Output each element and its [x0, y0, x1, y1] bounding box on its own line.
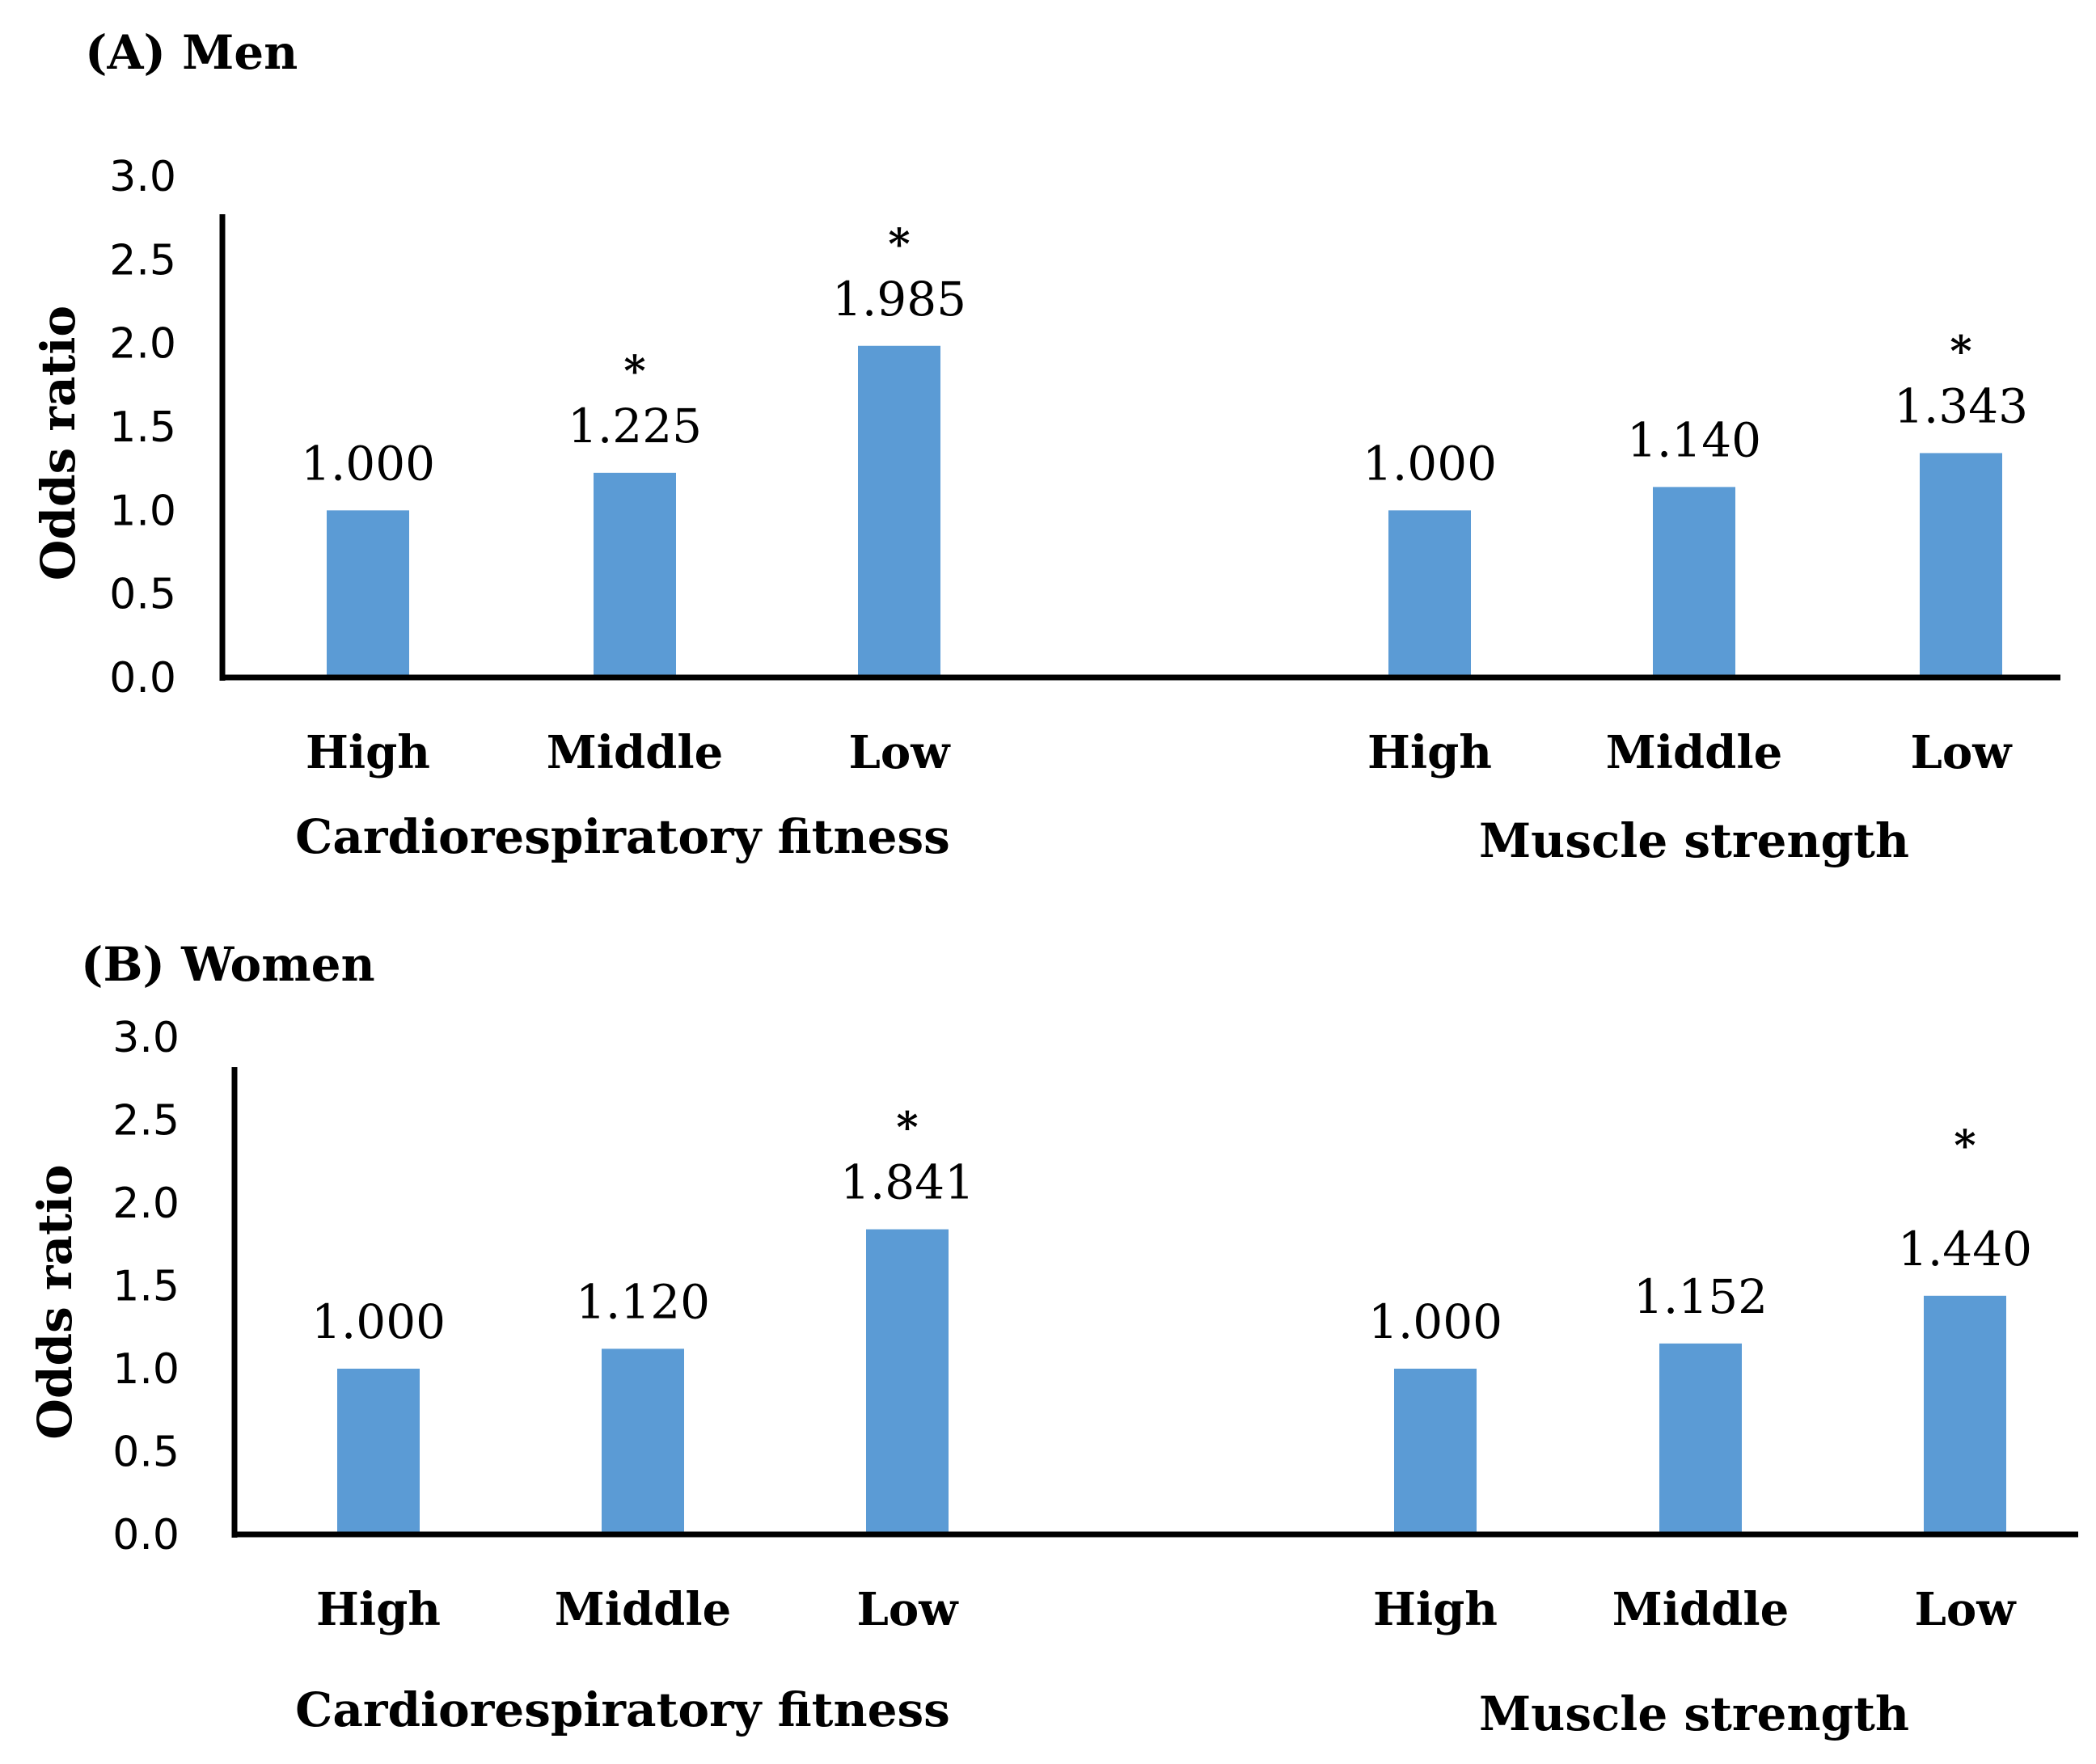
- panel-women: (B) Women 0.0 0.5 1.0 1.5 2.0 2.5 3.0 Odds ratio…: [27, 937, 2078, 1741]
- x-group-label: Cardiorespiratory fitness: [295, 1682, 950, 1737]
- x-category-label: Middle: [1612, 1583, 1789, 1636]
- y-tick-label: 2.5: [109, 236, 176, 285]
- y-tick-label: 2.5: [112, 1097, 180, 1146]
- y-tick-label: 1.5: [112, 1263, 180, 1311]
- bar-value-label: 1.000: [311, 1294, 446, 1349]
- x-category-label: Low: [1911, 726, 2014, 779]
- x-group-label: Muscle strength: [1479, 1686, 1909, 1741]
- y-tick-label: 0.0: [112, 1511, 180, 1559]
- bar-value-label: 1.440: [1898, 1222, 2032, 1277]
- x-category-label: High: [306, 726, 430, 779]
- x-group-label: Cardiorespiratory fitness: [295, 809, 950, 864]
- panel-men: (A) Men 0.0 0.5 1.0 1.5 2.0 2.5 3.0 Odds ratio 1.…: [31, 25, 2060, 868]
- y-tick-label: 2.0: [112, 1180, 180, 1228]
- x-category-label: Middle: [1606, 726, 1782, 779]
- y-tick-label: 1.5: [109, 403, 176, 452]
- bar: [327, 510, 409, 677]
- bar: [1659, 1343, 1742, 1534]
- bar-value-label: 1.985: [832, 272, 966, 327]
- y-tick-label: 1.0: [109, 487, 176, 535]
- bar: [594, 472, 676, 677]
- y-tick-label: 1.0: [112, 1345, 180, 1394]
- y-tick-label: 3.0: [109, 153, 176, 201]
- bar: [866, 1229, 949, 1534]
- x-category-label: Low: [849, 726, 952, 779]
- bar: [1653, 487, 1735, 677]
- bar: [1924, 1295, 2006, 1534]
- significance-marker: *: [1954, 1121, 1976, 1171]
- panel-title: (A) Men: [85, 25, 298, 80]
- bar-value-label: 1.152: [1633, 1269, 1768, 1324]
- panel-title: (B) Women: [81, 937, 375, 992]
- significance-marker: *: [896, 1104, 918, 1153]
- bar: [1920, 453, 2002, 677]
- x-category-label: High: [1373, 1583, 1498, 1636]
- bar-value-label: 1.343: [1894, 378, 2028, 433]
- bar-value-label: 1.000: [301, 436, 435, 491]
- significance-marker: *: [1950, 327, 1971, 376]
- bar: [337, 1369, 420, 1534]
- bar: [1394, 1369, 1477, 1534]
- x-category-label: Middle: [547, 726, 723, 779]
- y-tick-label: 3.0: [112, 1014, 180, 1062]
- x-category-label: High: [1367, 726, 1492, 779]
- y-tick-label: 0.5: [112, 1429, 180, 1477]
- y-axis-label: Odds ratio: [31, 306, 86, 580]
- bar-value-label: 1.000: [1363, 436, 1497, 491]
- y-tick-label: 0.5: [109, 571, 176, 619]
- y-tick-label: 2.0: [109, 320, 176, 369]
- x-category-label: Low: [1915, 1583, 2018, 1636]
- x-category-label: Middle: [555, 1583, 731, 1636]
- significance-marker: *: [888, 220, 910, 269]
- y-tick-label: 0.0: [109, 654, 176, 703]
- significance-marker: *: [623, 347, 645, 396]
- x-group-label: Muscle strength: [1479, 813, 1909, 868]
- bar: [858, 345, 940, 677]
- bar-value-label: 1.140: [1627, 412, 1761, 467]
- bar-value-label: 1.000: [1368, 1294, 1502, 1349]
- bar: [1388, 510, 1471, 677]
- bar: [602, 1348, 684, 1534]
- x-category-label: Low: [857, 1583, 960, 1636]
- y-axis-label: Odds ratio: [27, 1164, 82, 1439]
- bar-value-label: 1.120: [576, 1274, 710, 1329]
- bar-value-label: 1.225: [568, 399, 702, 454]
- bar-value-label: 1.841: [840, 1155, 974, 1210]
- x-category-label: High: [316, 1583, 441, 1636]
